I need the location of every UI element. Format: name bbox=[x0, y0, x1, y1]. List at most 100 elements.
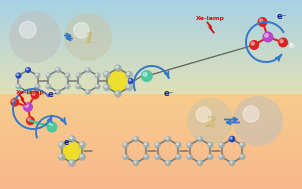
Circle shape bbox=[86, 90, 88, 92]
Circle shape bbox=[76, 84, 82, 90]
Circle shape bbox=[240, 155, 243, 157]
Circle shape bbox=[46, 73, 51, 78]
Circle shape bbox=[34, 73, 40, 78]
Circle shape bbox=[144, 143, 146, 145]
Circle shape bbox=[17, 85, 19, 87]
Circle shape bbox=[56, 90, 58, 92]
Circle shape bbox=[79, 141, 86, 149]
Circle shape bbox=[141, 70, 153, 82]
Circle shape bbox=[28, 118, 31, 121]
Circle shape bbox=[230, 161, 232, 163]
Circle shape bbox=[66, 74, 68, 76]
Circle shape bbox=[243, 106, 259, 122]
Circle shape bbox=[76, 73, 82, 78]
Circle shape bbox=[165, 136, 171, 142]
Circle shape bbox=[280, 40, 283, 43]
Circle shape bbox=[176, 155, 178, 157]
Circle shape bbox=[80, 155, 82, 157]
Circle shape bbox=[77, 74, 79, 76]
Circle shape bbox=[68, 135, 76, 143]
Circle shape bbox=[31, 90, 40, 99]
Circle shape bbox=[58, 153, 66, 161]
Circle shape bbox=[103, 71, 111, 78]
Circle shape bbox=[166, 161, 168, 163]
Circle shape bbox=[65, 73, 71, 78]
Circle shape bbox=[15, 73, 21, 78]
Circle shape bbox=[125, 84, 133, 91]
Circle shape bbox=[59, 155, 62, 157]
Circle shape bbox=[26, 68, 28, 70]
Circle shape bbox=[218, 154, 225, 160]
Circle shape bbox=[25, 67, 31, 73]
Circle shape bbox=[77, 85, 79, 87]
Circle shape bbox=[259, 19, 263, 22]
Text: 1: 1 bbox=[83, 32, 93, 46]
Circle shape bbox=[103, 84, 111, 91]
Circle shape bbox=[197, 160, 203, 166]
Circle shape bbox=[229, 160, 235, 166]
Circle shape bbox=[36, 74, 38, 76]
Text: e⁻: e⁻ bbox=[48, 90, 58, 99]
Circle shape bbox=[230, 137, 232, 139]
Circle shape bbox=[127, 85, 129, 88]
Circle shape bbox=[175, 154, 182, 160]
Circle shape bbox=[32, 92, 35, 95]
Circle shape bbox=[96, 74, 98, 76]
Circle shape bbox=[208, 155, 210, 157]
Circle shape bbox=[188, 155, 190, 157]
Circle shape bbox=[133, 136, 139, 142]
Circle shape bbox=[47, 122, 57, 132]
Circle shape bbox=[220, 143, 222, 145]
Circle shape bbox=[47, 85, 49, 87]
Polygon shape bbox=[19, 94, 26, 105]
Circle shape bbox=[68, 159, 76, 167]
Circle shape bbox=[125, 71, 133, 78]
Circle shape bbox=[229, 136, 235, 142]
Circle shape bbox=[58, 141, 66, 149]
Circle shape bbox=[74, 23, 89, 38]
Circle shape bbox=[188, 143, 190, 145]
Circle shape bbox=[196, 107, 211, 122]
Polygon shape bbox=[207, 22, 214, 33]
Circle shape bbox=[154, 154, 161, 160]
Circle shape bbox=[122, 154, 129, 160]
Text: Xe-lamp: Xe-lamp bbox=[16, 90, 44, 95]
Circle shape bbox=[176, 143, 178, 145]
Text: e⁻: e⁻ bbox=[63, 138, 72, 147]
Circle shape bbox=[26, 116, 35, 125]
Circle shape bbox=[207, 142, 214, 148]
Circle shape bbox=[79, 153, 86, 161]
Circle shape bbox=[197, 136, 203, 142]
Circle shape bbox=[66, 85, 68, 87]
Circle shape bbox=[129, 79, 131, 81]
Polygon shape bbox=[62, 139, 82, 163]
Circle shape bbox=[289, 43, 294, 48]
Circle shape bbox=[56, 68, 58, 70]
Circle shape bbox=[9, 11, 61, 63]
Circle shape bbox=[95, 73, 101, 78]
Circle shape bbox=[114, 90, 122, 98]
Circle shape bbox=[143, 154, 150, 160]
Circle shape bbox=[258, 17, 268, 27]
Circle shape bbox=[15, 84, 21, 90]
Circle shape bbox=[124, 155, 126, 157]
Circle shape bbox=[166, 137, 168, 139]
Circle shape bbox=[265, 34, 268, 37]
Circle shape bbox=[96, 85, 98, 87]
Circle shape bbox=[104, 85, 107, 88]
Circle shape bbox=[34, 84, 40, 90]
Circle shape bbox=[156, 143, 158, 145]
Circle shape bbox=[230, 137, 232, 139]
Circle shape bbox=[134, 161, 136, 163]
Circle shape bbox=[23, 102, 33, 112]
Circle shape bbox=[229, 136, 235, 142]
Circle shape bbox=[278, 37, 288, 47]
Circle shape bbox=[19, 21, 36, 38]
Text: e⁻: e⁻ bbox=[164, 89, 174, 98]
Circle shape bbox=[239, 142, 246, 148]
Circle shape bbox=[116, 66, 118, 68]
Circle shape bbox=[25, 104, 28, 107]
Circle shape bbox=[127, 72, 129, 75]
Circle shape bbox=[134, 137, 136, 139]
Circle shape bbox=[36, 85, 38, 87]
